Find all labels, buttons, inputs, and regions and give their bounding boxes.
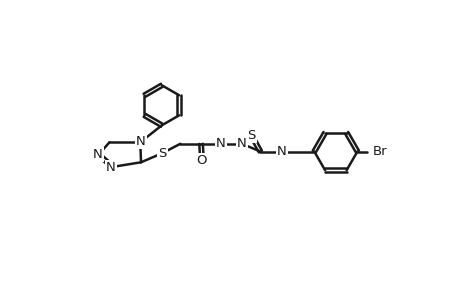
Text: N: N — [136, 135, 146, 148]
Text: Br: Br — [372, 145, 386, 158]
Text: N: N — [93, 148, 102, 161]
Text: N: N — [276, 145, 286, 158]
Text: N: N — [216, 137, 225, 150]
Text: S: S — [158, 146, 167, 160]
Text: N: N — [106, 161, 116, 174]
Text: S: S — [246, 129, 255, 142]
Text: N: N — [236, 137, 246, 150]
Text: O: O — [196, 154, 207, 167]
